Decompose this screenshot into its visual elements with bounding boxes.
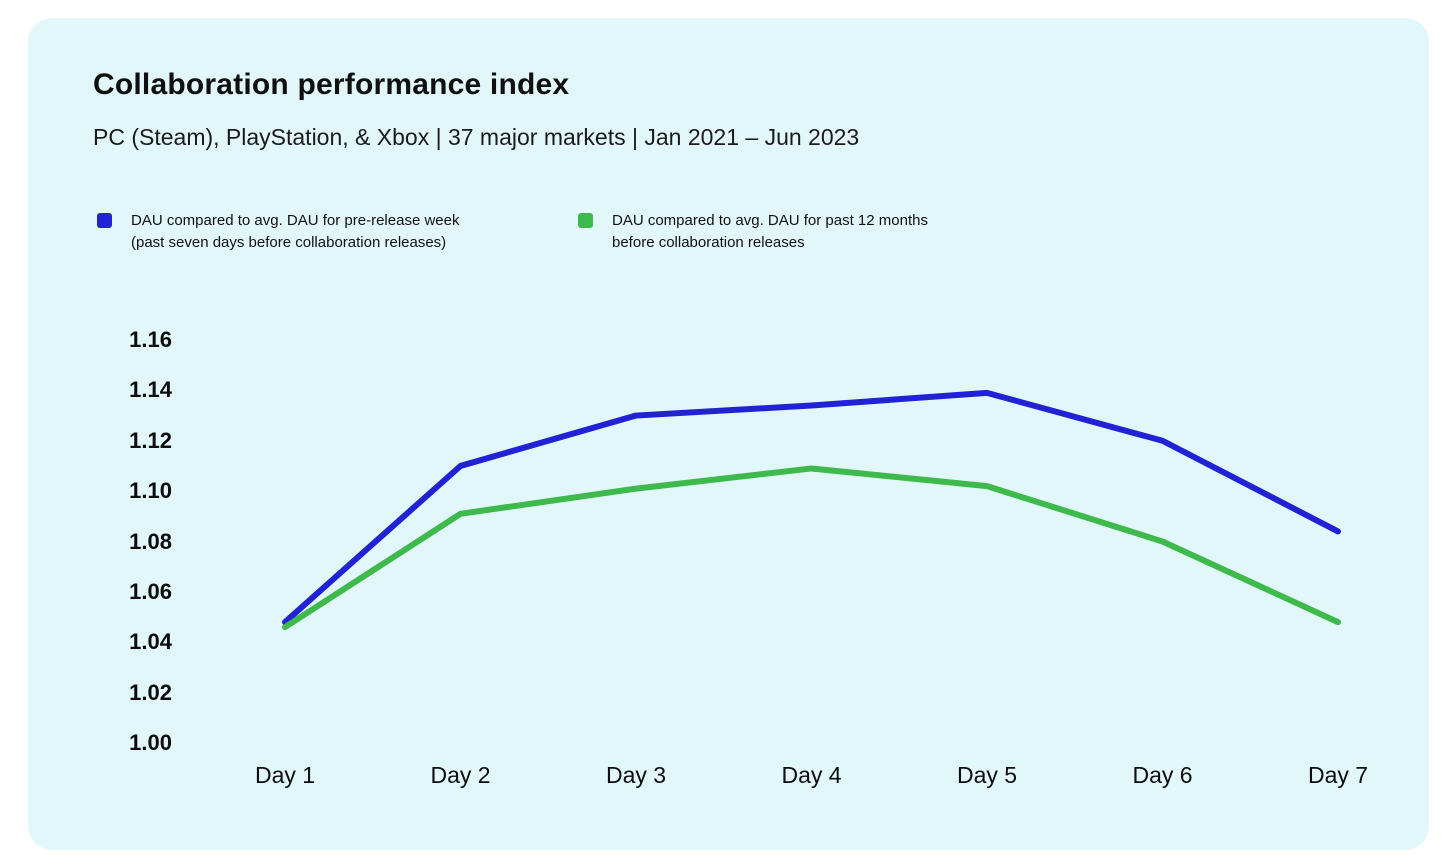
y-tick-label: 1.12 <box>129 427 172 453</box>
legend-swatch-green <box>578 213 593 228</box>
x-tick-label: Day 5 <box>956 762 1018 788</box>
y-tick-label: 1.02 <box>129 679 172 705</box>
legend-label-line1: DAU compared to avg. DAU for past 12 mon… <box>612 212 928 229</box>
legend-label-line1: DAU compared to avg. DAU for pre-release… <box>131 212 460 229</box>
legend-label-line2: before collaboration releases <box>612 234 805 251</box>
x-tick-label: Day 2 <box>430 762 491 788</box>
chart-subtitle: PC (Steam), PlayStation, & Xbox | 37 maj… <box>93 124 860 150</box>
line-chart-plot-area <box>282 389 1341 631</box>
legend-label: DAU compared to avg. DAU for pre-release… <box>131 210 459 254</box>
legend-label-line2: (past seven days before collaboration re… <box>131 234 447 251</box>
x-tick-label: Day 7 <box>1307 762 1369 788</box>
series-line-past-12-months <box>282 465 1341 631</box>
x-tick-label: Day 6 <box>1132 762 1193 788</box>
page-title: Collaboration performance index <box>93 68 570 101</box>
y-tick-label: 1.16 <box>129 327 172 352</box>
y-tick-label: 1.00 <box>129 730 172 755</box>
x-tick-label: Day 1 <box>254 762 316 788</box>
y-tick-label: 1.04 <box>129 629 172 655</box>
chart-card: Collaboration performance index PC (Stea… <box>28 18 1429 850</box>
chart-legend: DAU compared to avg. DAU for pre-release… <box>28 210 1429 274</box>
legend-item-pre-release-week: DAU compared to avg. DAU for pre-release… <box>97 210 459 254</box>
y-tick-label: 1.10 <box>129 478 172 504</box>
legend-label: DAU compared to avg. DAU for past 12 mon… <box>612 210 928 254</box>
series-line-pre-release-week <box>282 389 1341 626</box>
x-tick-label: Day 3 <box>605 762 667 788</box>
x-tick-label: Day 4 <box>781 762 842 788</box>
legend-item-past-12-months: DAU compared to avg. DAU for past 12 mon… <box>578 210 928 254</box>
y-tick-label: 1.08 <box>129 528 172 554</box>
legend-swatch-blue <box>97 213 112 228</box>
y-tick-label: 1.06 <box>129 578 172 604</box>
y-tick-label: 1.14 <box>129 377 172 403</box>
